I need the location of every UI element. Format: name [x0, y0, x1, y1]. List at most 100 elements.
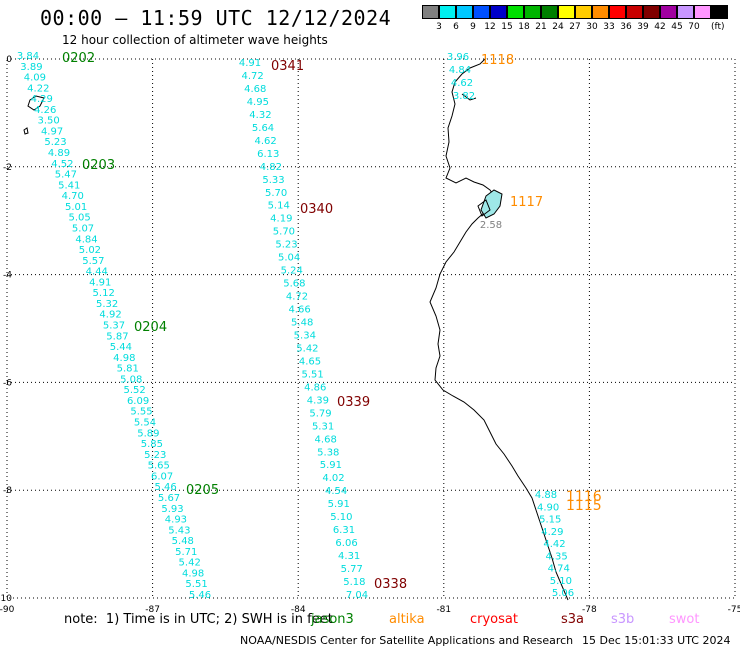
lat-tick-label: -8: [3, 486, 12, 496]
track-time-label: 1116: [566, 489, 602, 505]
swh-observation: 5.91: [328, 499, 350, 510]
swh-observation: 4.82: [260, 162, 282, 173]
swh-observation: 5.48: [291, 318, 313, 329]
swh-observation: 5.93: [161, 504, 183, 515]
swh-observation: 5.70: [273, 227, 295, 238]
legend-label: 9: [470, 22, 476, 32]
swh-observation: 5.55: [130, 407, 152, 418]
chart-subtitle: 12 hour collection of altimeter wave hei…: [62, 33, 328, 47]
swh-observation: 7.04: [346, 590, 368, 601]
satellite-altika: altika: [389, 612, 425, 627]
swh-observation: 5.57: [82, 256, 104, 267]
swh-observation: 4.68: [315, 434, 337, 445]
swh-observation: 3.84: [17, 51, 39, 62]
swh-observation: 5.77: [341, 564, 363, 575]
legend-swatch: [541, 5, 558, 19]
legend-swatch: [677, 5, 694, 19]
swh-observation: 6.07: [151, 471, 173, 482]
swh-observation: 5.67: [158, 493, 180, 504]
swh-observation: 5.24: [281, 266, 303, 277]
swh-observation: 5.65: [148, 461, 170, 472]
swh-observation: 6.31: [333, 525, 355, 536]
swh-observation: 3.89: [20, 62, 42, 73]
swh-observation: 4.35: [545, 551, 567, 562]
legend-label: 36: [620, 22, 632, 32]
track-time-label: 0205: [186, 483, 219, 498]
legend-label: 70: [688, 22, 700, 32]
swh-observation: 4.72: [241, 71, 263, 82]
swh-observation: 6.13: [257, 149, 279, 160]
swh-observation: 5.46: [189, 590, 211, 601]
swh-observation: 5.47: [55, 170, 77, 181]
swh-observation: 5.07: [72, 223, 94, 234]
swh-observation: 5.31: [312, 421, 334, 432]
lon-tick-label: -87: [145, 605, 160, 615]
legend-swatch: [643, 5, 660, 19]
legend-swatch: [626, 5, 643, 19]
swh-observation: 5.23: [275, 240, 297, 251]
swh-observation: 4.22: [27, 83, 49, 94]
swh-observation: 3.50: [38, 116, 60, 127]
legend-swatch: [490, 5, 507, 19]
swh-observation: 4.91: [239, 58, 261, 69]
swh-observation: 4.42: [543, 539, 565, 550]
legend-label: 27: [569, 22, 581, 32]
chart-title: 00:00 – 11:59 UTC 12/12/2024: [40, 6, 392, 30]
swh-observation: 5.52: [124, 385, 146, 396]
isabela-island: [27, 95, 45, 111]
swh-observation: 4.86: [304, 382, 326, 393]
legend-swatch: [524, 5, 541, 19]
legend-label: 30: [586, 22, 598, 32]
generation-timestamp: 15 Dec 15:01:33 UTC 2024: [582, 634, 731, 647]
legend-swatch: [507, 5, 524, 19]
swh-observation: 5.91: [320, 460, 342, 471]
swh-observation: 4.62: [255, 136, 277, 147]
swh-observation: 4.91: [89, 277, 111, 288]
south-america-coastline: [429, 57, 569, 601]
track-time-label: 0202: [62, 51, 95, 66]
lon-tick-label: -78: [582, 605, 597, 615]
swh-observation: 5.71: [175, 547, 197, 558]
swh-observation: 5.23: [44, 137, 66, 148]
swh-observation: 4.32: [249, 110, 271, 121]
altimeter-observations: 3.843.894.094.224.294.263.504.975.234.89…: [17, 51, 574, 601]
legend-swatch: [422, 5, 439, 19]
swh-observation: 5.14: [268, 201, 290, 212]
swh-observation: 4.19: [270, 214, 292, 225]
swh-observation: 4.29: [31, 94, 53, 105]
track-time-label: 0204: [134, 320, 167, 335]
legend-label: 12: [484, 22, 496, 32]
swh-observation: 2.58: [480, 220, 502, 231]
swh-observation: 5.85: [141, 439, 163, 450]
swh-observation: 5.34: [294, 330, 316, 341]
swh-observation: 5.87: [106, 331, 128, 342]
swh-observation: 5.23: [144, 450, 166, 461]
satellite-jason3: jason3: [311, 612, 354, 627]
legend-label: 18: [518, 22, 530, 32]
legend-label: 6: [453, 22, 459, 32]
lon-tick-label: -81: [436, 605, 451, 615]
legend-label: 21: [535, 22, 547, 32]
swh-observation: 4.98: [182, 568, 204, 579]
legend-swatch: [660, 5, 677, 19]
swh-observation: 4.44: [86, 267, 108, 278]
swh-observation: 5.06: [552, 588, 574, 599]
satellite-swot: swot: [669, 612, 700, 627]
swh-observation: 4.52: [51, 159, 73, 170]
axis-tick-labels: -90 -87 -84 -81 -78 -75 0 -2 -4 -6 -8 -10: [0, 55, 740, 615]
legend-swatch: [558, 5, 575, 19]
map-frame: [6, 58, 736, 599]
swh-observation: 5.02: [79, 245, 101, 256]
swh-observation: 4.31: [338, 551, 360, 562]
swh-observation: 5.41: [58, 180, 80, 191]
track-time-label: 1115: [566, 498, 602, 514]
lat-lon-grid: [6, 58, 736, 599]
swh-observation: 5.81: [117, 364, 139, 375]
track-time-label: 0339: [337, 395, 370, 410]
swh-observation: 5.18: [343, 577, 365, 588]
swh-observation: 4.26: [34, 105, 56, 116]
legend-label: 24: [552, 22, 564, 32]
swh-observation: 4.98: [113, 353, 135, 364]
galapagos-islet: [23, 127, 29, 135]
